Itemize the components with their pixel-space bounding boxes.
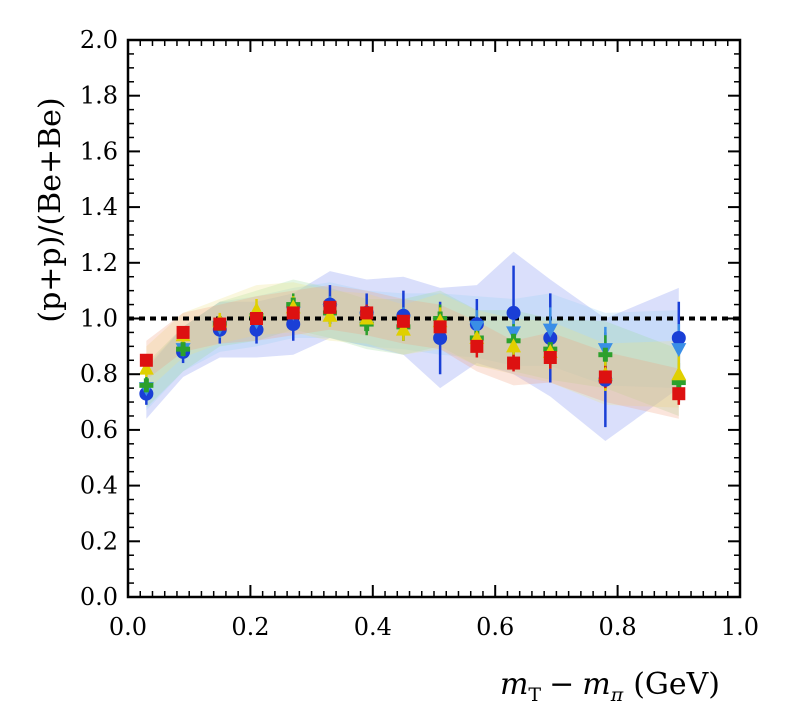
x-axis-title: mT − mπ (GeV) — [500, 667, 720, 706]
yellow-triangles-point — [671, 366, 687, 381]
green-plus-point — [176, 342, 191, 357]
y-tick-label: 0.8 — [80, 360, 118, 388]
y-tick-label: 1.4 — [80, 193, 118, 221]
red-squares-point — [213, 317, 227, 331]
y-tick-label: 0.2 — [80, 527, 118, 555]
green-plus-point-v — [180, 342, 186, 357]
y-tick-label: 1.6 — [80, 137, 118, 165]
red-squares-point — [672, 387, 686, 401]
blue-circles-point — [506, 305, 521, 320]
y-tick-label: 0.4 — [80, 472, 118, 500]
data-markers — [138, 297, 687, 401]
light-blue-down-triangles-point — [469, 320, 485, 335]
x-tick-label: 0.8 — [599, 613, 637, 641]
green-plus-point-v — [676, 375, 682, 390]
yellow-triangles-point — [506, 338, 522, 353]
y-tick-label: 0.6 — [80, 416, 118, 444]
red-squares-point — [396, 314, 410, 328]
red-squares-point — [507, 356, 521, 370]
blue-circles-point — [249, 322, 264, 337]
y-tick-label: 0.0 — [80, 583, 118, 611]
green-plus-point — [139, 378, 154, 393]
x-tick-label: 1.0 — [721, 613, 759, 641]
light-blue-down-triangles-point — [542, 323, 558, 338]
x-tick-label: 0.2 — [231, 613, 269, 641]
red-squares-point — [360, 306, 374, 320]
y-tick-label: 2.0 — [80, 26, 118, 54]
yellow-triangles-point — [322, 307, 338, 322]
tick-labels: 0.0 0.2 0.4 0.6 0.8 1.0 0.0 0.2 0.4 0.6 0.8 1.0 1.2 1… — [80, 26, 759, 641]
blue-circles-point — [433, 330, 448, 345]
red-squares-band — [146, 285, 679, 419]
green-plus-point — [598, 347, 613, 362]
uncertainty-bands — [146, 251, 679, 442]
y-tick-label: 1.8 — [80, 82, 118, 110]
red-squares-point — [286, 306, 300, 320]
blue-circles-point — [671, 330, 686, 345]
red-squares-point — [433, 320, 447, 334]
green-plus-point-v — [602, 347, 608, 362]
yellow-triangles-point — [395, 321, 411, 336]
light-blue-down-triangles-band — [146, 282, 679, 411]
blue-circles-point — [286, 317, 301, 332]
light-blue-down-triangles-point — [671, 343, 687, 358]
light-blue-down-triangles-point — [506, 326, 522, 341]
axis-ticks — [127, 39, 741, 598]
x-tick-label: 0.6 — [476, 613, 514, 641]
red-squares-point — [323, 300, 337, 314]
yellow-triangles-point — [138, 360, 154, 375]
red-squares-point — [176, 325, 190, 339]
green-plus-point-v — [143, 378, 149, 393]
green-plus-point — [671, 375, 686, 390]
red-squares-point — [139, 353, 153, 367]
blue-circles-point — [543, 330, 558, 345]
y-tick-label: 1.2 — [80, 249, 118, 277]
red-squares-point — [250, 312, 264, 325]
blue-circles-band — [146, 251, 679, 442]
yellow-triangles-band — [146, 282, 679, 408]
red-squares-point — [543, 350, 557, 364]
x-tick-label: 0.0 — [109, 613, 147, 641]
green-plus-band — [146, 279, 679, 416]
red-squares-point — [598, 370, 612, 384]
red-squares-point — [470, 339, 484, 353]
y-axis-title: (p+p)/(Be+Be) — [33, 97, 68, 322]
y-tick-label: 1.0 — [80, 305, 118, 333]
x-tick-label: 0.4 — [354, 613, 392, 641]
